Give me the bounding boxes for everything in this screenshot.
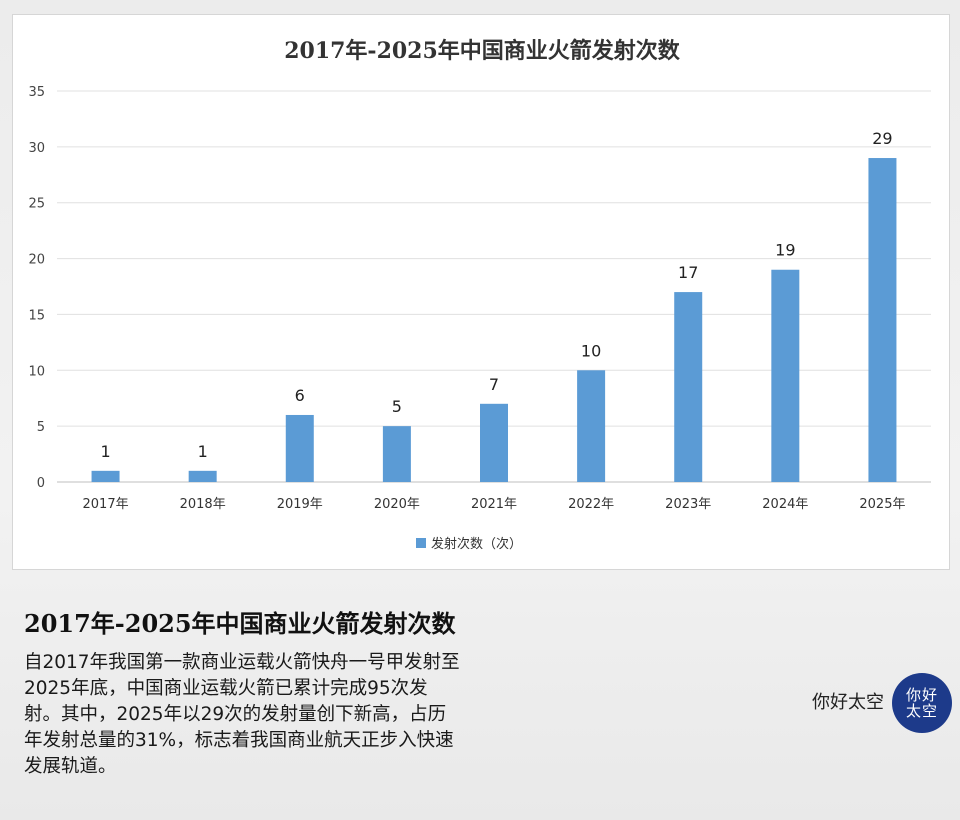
data-label: 1 (198, 442, 208, 461)
data-label: 10 (581, 341, 601, 360)
info-description: 自2017年我国第一款商业运载火箭快舟一号甲发射至2025年底，中国商业运载火箭… (24, 652, 460, 777)
x-tick-label: 2017年 (83, 497, 129, 512)
y-tick-label: 0 (37, 476, 45, 491)
x-tick-label: 2019年 (277, 497, 323, 512)
y-tick-label: 35 (28, 85, 45, 100)
bar (285, 414, 314, 482)
legend-label: 发射次数（次） (431, 536, 522, 552)
brand-logo: 你好 太空 (892, 673, 952, 733)
brand-logo-line1: 你好 (905, 686, 938, 704)
data-label: 17 (678, 263, 698, 282)
legend-swatch (416, 538, 426, 548)
bar (91, 470, 120, 482)
brand-name: 你好太空 (812, 692, 884, 713)
data-label: 6 (295, 386, 305, 405)
bar (188, 470, 217, 482)
bars (91, 158, 897, 482)
bar (771, 269, 800, 482)
data-label: 19 (775, 241, 795, 260)
data-label: 7 (489, 375, 499, 394)
chart-title: 2017年-2025年中国商业火箭发射次数 (284, 38, 681, 64)
y-tick-label: 15 (28, 308, 45, 323)
brand-logo-line2: 太空 (905, 702, 938, 720)
bar (868, 158, 897, 482)
x-axis-ticks: 2017年 2018年 2019年 2020年 2021年 2022年 2023年 2024年… (83, 497, 906, 512)
bar (480, 403, 508, 482)
legend: 发射次数（次） (416, 536, 522, 552)
x-tick-label: 2025年 (859, 497, 905, 512)
data-labels: 1 1 6 5 7 10 17 19 29 (100, 129, 892, 461)
y-axis-ticks: 0 5 10 15 20 25 30 35 (28, 85, 45, 491)
x-tick-label: 2020年 (374, 497, 420, 512)
x-tick-label: 2022年 (568, 497, 614, 512)
x-tick-label: 2018年 (180, 497, 226, 512)
y-tick-label: 5 (37, 420, 45, 435)
data-label: 29 (872, 129, 892, 148)
y-tick-label: 30 (28, 141, 45, 156)
bar (382, 426, 411, 482)
bar-chart: 2017年-2025年中国商业火箭发射次数 0 5 10 15 20 25 30 35 1 1 6… (28, 38, 931, 552)
x-tick-label: 2023年 (665, 497, 711, 512)
data-label: 1 (100, 442, 110, 461)
y-tick-label: 20 (28, 253, 45, 268)
x-tick-label: 2024年 (762, 497, 808, 512)
y-tick-label: 10 (28, 364, 45, 379)
x-tick-label: 2021年 (471, 497, 517, 512)
info-title: 2017年-2025年中国商业火箭发射次数 (24, 609, 456, 638)
y-tick-label: 25 (28, 197, 45, 212)
chart-card: 2017年-2025年中国商业火箭发射次数 0 5 10 15 20 25 30 35 1 1 6… (12, 14, 950, 570)
bar (577, 370, 606, 482)
data-label: 5 (392, 397, 402, 416)
bar (674, 292, 703, 482)
gridlines (57, 90, 931, 483)
